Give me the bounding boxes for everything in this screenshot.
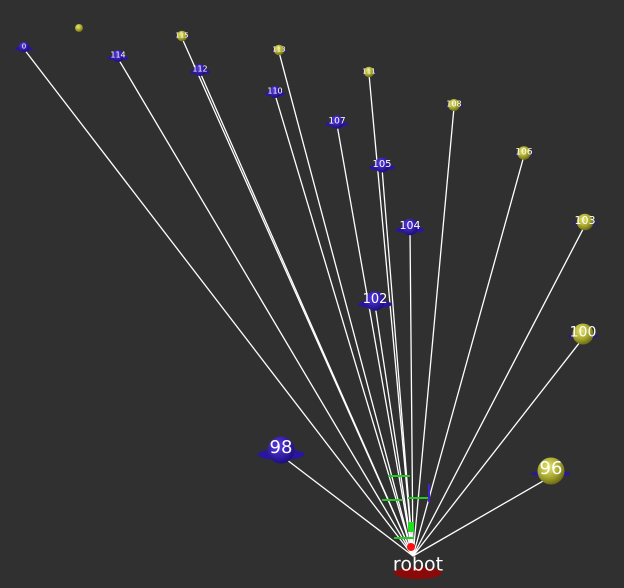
landmark-sphere [401, 218, 419, 236]
landmark-sphere [330, 115, 344, 129]
landmark: 103 [572, 213, 598, 231]
landmark: 114 [107, 50, 129, 62]
link [199, 72, 414, 557]
robot-label: robot [393, 554, 443, 576]
landmark-sphere [269, 86, 281, 98]
link [23, 48, 414, 557]
landmark-sphere [537, 457, 565, 485]
landmark-sphere [273, 44, 285, 56]
landmark-label: 105 [372, 159, 391, 170]
link [412, 225, 586, 557]
landmark-label: 114 [110, 51, 125, 60]
frame-box [408, 522, 414, 532]
landmark-label: 96 [540, 458, 563, 479]
link [412, 107, 455, 557]
link [412, 155, 525, 557]
landmark-sphere [517, 146, 531, 160]
frame-origin [407, 543, 415, 551]
landmark-sphere [194, 64, 206, 76]
landmark: 107 [325, 115, 349, 129]
landmark: 105 [369, 157, 395, 173]
robot-base [394, 567, 442, 579]
landmark-label: 98 [270, 437, 293, 458]
landmark-sphere [18, 41, 30, 53]
landmark-sphere [576, 213, 594, 231]
landmark-sphere [267, 436, 295, 464]
landmark-label: 115 [175, 31, 188, 39]
link [336, 124, 414, 557]
link [381, 167, 414, 557]
link [374, 304, 414, 557]
landmark-label: 0 [22, 42, 26, 50]
link [412, 475, 552, 557]
landmark: 96 [531, 457, 571, 485]
landmark: 111 [361, 66, 377, 78]
landmark-label: 107 [328, 117, 345, 127]
link [274, 94, 414, 557]
landmark: 115 [174, 30, 190, 42]
landmark-sphere [448, 99, 460, 111]
landmark: 102 [358, 291, 392, 311]
landmark: 110 [264, 86, 286, 98]
landmark-label: 111 [362, 67, 375, 75]
landmark-sphere [112, 50, 124, 62]
landmark-label: 104 [400, 219, 421, 232]
landmark-label: 112 [192, 65, 207, 74]
landmark-label: 102 [363, 292, 388, 307]
landmark-label: 110 [267, 87, 282, 96]
landmark-label: 108 [446, 100, 461, 109]
marker [75, 24, 83, 32]
landmark: 100 [567, 323, 599, 345]
landmark-label: 106 [515, 148, 532, 158]
robot-frames [382, 475, 430, 551]
landmark-label: 100 [570, 325, 597, 341]
landmark-sphere [374, 157, 390, 173]
landmark: 98 [257, 436, 305, 464]
landmark: 108 [445, 99, 463, 111]
landmark: 104 [395, 218, 425, 236]
landmark: 113 [271, 44, 287, 56]
landmark-label: 103 [575, 214, 596, 227]
landmark-sphere [363, 66, 375, 78]
link [409, 230, 414, 557]
landmark: 0 [14, 41, 34, 53]
landmark-sphere [572, 323, 594, 345]
landmark-label: 113 [272, 45, 285, 53]
link [278, 51, 414, 557]
landmark-sphere [365, 291, 385, 311]
landmark: 112 [189, 64, 211, 76]
link [280, 454, 414, 557]
landmark: 106 [514, 146, 534, 160]
landmark-sphere [176, 30, 188, 42]
link [117, 58, 414, 557]
link [412, 337, 584, 557]
